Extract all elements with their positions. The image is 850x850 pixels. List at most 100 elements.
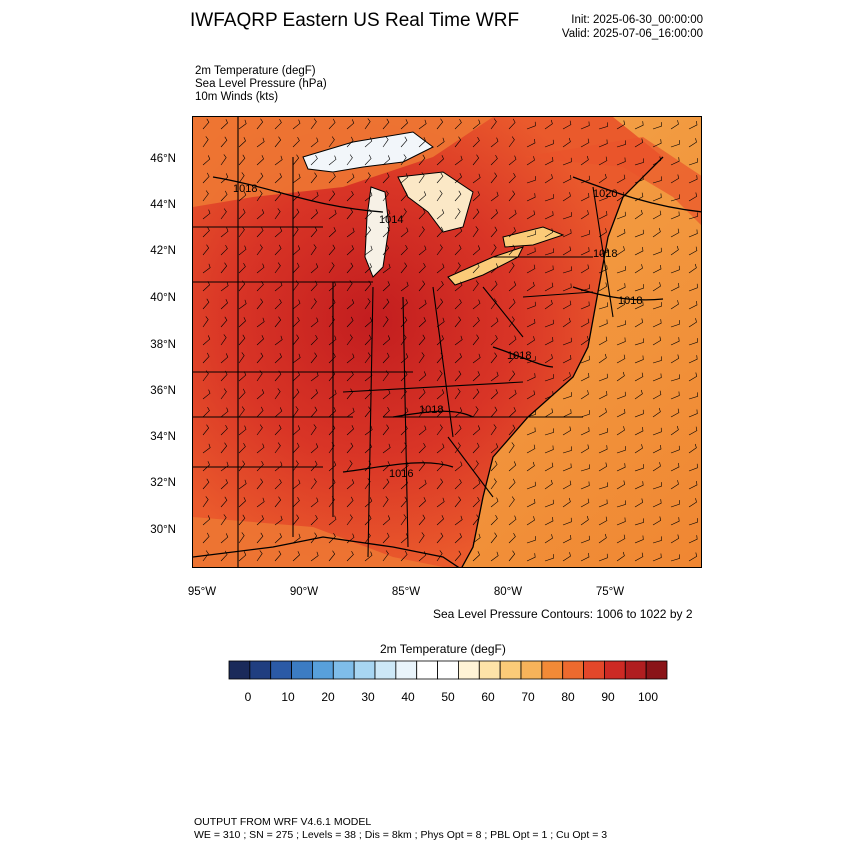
wind-barb — [256, 244, 263, 256]
wind-barb — [562, 157, 572, 166]
wind-barb — [508, 442, 515, 454]
wind-barb — [652, 210, 662, 220]
wind-barb — [274, 190, 282, 202]
wind-barb — [670, 265, 680, 274]
wind-barb — [634, 229, 644, 238]
wind-barb — [616, 551, 625, 562]
wind-barb — [616, 211, 626, 220]
wind-barb — [508, 227, 516, 238]
wind-barb — [310, 514, 318, 526]
wind-barb — [526, 193, 536, 202]
wind-barb — [256, 298, 264, 310]
lat-label: 44°N — [150, 199, 176, 211]
wind-barb — [202, 550, 209, 562]
wind-barb — [544, 228, 554, 238]
wind-barb — [310, 389, 318, 400]
wind-barb — [688, 212, 698, 220]
wind-barb — [382, 370, 389, 382]
northeast-band — [523, 137, 701, 225]
wind-barb — [328, 209, 337, 220]
wind-barb — [670, 500, 680, 508]
wind-barb — [238, 425, 247, 436]
wind-barb — [472, 119, 481, 130]
wind-barb — [220, 407, 229, 418]
wind-barb — [382, 172, 390, 184]
wind-barb — [238, 334, 246, 346]
wind-barb — [436, 244, 443, 256]
wind-barb — [508, 155, 517, 166]
wind-barb — [238, 317, 246, 328]
wind-barb — [562, 246, 572, 256]
wind-barb — [598, 228, 607, 238]
wind-barb — [346, 299, 355, 310]
colorbar-label: 10 — [281, 690, 295, 704]
wind-barb — [202, 226, 210, 238]
wind-barb — [382, 532, 390, 544]
wind-barb — [634, 338, 644, 346]
wind-barb — [490, 352, 498, 364]
wind-barb — [382, 424, 390, 436]
lon-label: 85°W — [391, 586, 421, 598]
wind-barb — [382, 389, 391, 400]
colorbar-swatch — [458, 660, 480, 680]
wind-barb — [238, 262, 246, 274]
wind-barb — [346, 280, 353, 292]
wind-barb — [616, 174, 626, 184]
wind-barb — [454, 173, 462, 184]
lon-label: 80°W — [493, 586, 523, 598]
wind-barb — [328, 155, 337, 166]
wind-barb — [454, 461, 463, 472]
wind-barb — [202, 316, 209, 328]
wind-barb — [472, 479, 481, 490]
wind-barb — [688, 175, 698, 184]
wind-barb — [310, 497, 319, 508]
wind-barb — [634, 464, 644, 472]
wind-barb — [652, 122, 662, 130]
wind-barb — [580, 301, 590, 310]
wind-barb — [580, 138, 590, 148]
colorbar-label: 30 — [361, 690, 375, 704]
wind-barb — [256, 137, 265, 148]
wind-barb — [274, 533, 282, 544]
wind-barb — [634, 518, 644, 526]
wind-barb — [454, 244, 462, 256]
wind-barb — [346, 316, 354, 328]
wind-barb — [616, 120, 626, 130]
wind-barb — [436, 497, 445, 508]
wind-barb — [436, 226, 444, 238]
wind-barb — [688, 552, 698, 562]
wind-barb — [634, 318, 644, 328]
wind-barb — [400, 479, 408, 490]
valid-time: Valid: 2025-07-06_16:00:00 — [561, 28, 703, 40]
wind-barb — [562, 372, 571, 382]
wind-barb — [652, 407, 661, 418]
wind-barb — [220, 533, 229, 544]
wind-barb — [400, 316, 408, 328]
wind-barb — [418, 371, 427, 382]
wind-barb — [292, 262, 300, 274]
wind-barb — [652, 302, 662, 310]
wind-barb — [328, 190, 336, 202]
wind-barb — [292, 514, 300, 526]
wind-barb — [508, 335, 517, 346]
wind-barb — [328, 370, 336, 382]
wind-barb — [220, 227, 229, 238]
wind-barb — [670, 245, 679, 256]
wind-barb — [454, 496, 462, 508]
wind-barb — [400, 461, 409, 472]
wind-barb — [508, 461, 517, 472]
wind-barb — [220, 550, 228, 562]
wind-barb — [418, 532, 425, 544]
wind-barb — [256, 190, 263, 202]
wind-barb — [238, 154, 246, 166]
wind-barb — [490, 514, 498, 526]
wind-barb — [238, 551, 247, 562]
colorbar-swatch — [562, 660, 584, 680]
wind-barbs — [202, 118, 698, 562]
wind-barb — [292, 119, 301, 130]
wind-barb — [364, 371, 373, 382]
wind-barb — [616, 463, 626, 472]
wind-barb — [544, 248, 554, 256]
wind-barb — [688, 300, 698, 310]
wind-barb — [562, 426, 572, 436]
